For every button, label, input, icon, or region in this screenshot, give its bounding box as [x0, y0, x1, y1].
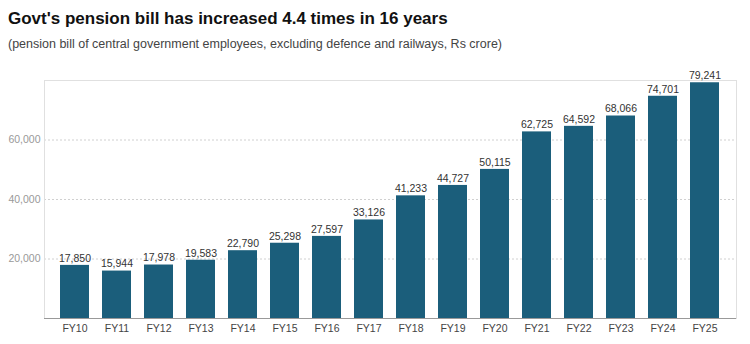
svg-text:FY13: FY13	[188, 322, 213, 334]
svg-text:FY24: FY24	[650, 322, 675, 334]
svg-text:68,066: 68,066	[605, 102, 637, 114]
svg-text:22,790: 22,790	[227, 237, 259, 249]
svg-text:FY15: FY15	[272, 322, 297, 334]
svg-text:64,592: 64,592	[563, 113, 595, 125]
svg-text:15,944: 15,944	[101, 257, 133, 269]
svg-text:FY14: FY14	[230, 322, 255, 334]
svg-text:FY17: FY17	[356, 322, 381, 334]
svg-text:FY10: FY10	[62, 322, 87, 334]
svg-text:17,978: 17,978	[143, 251, 175, 263]
svg-text:60,000: 60,000	[8, 133, 40, 145]
svg-text:44,727: 44,727	[437, 172, 469, 184]
svg-text:79,241: 79,241	[689, 69, 721, 81]
svg-text:FY18: FY18	[398, 322, 423, 334]
svg-text:FY22: FY22	[566, 322, 591, 334]
svg-text:25,298: 25,298	[269, 230, 301, 242]
svg-text:40,000: 40,000	[8, 193, 40, 205]
svg-text:19,583: 19,583	[185, 247, 217, 259]
svg-text:27,597: 27,597	[311, 223, 343, 235]
html-text:(pension bill of central gover: (pension bill of central government empl…	[8, 37, 502, 51]
svg-text:FY19: FY19	[440, 322, 465, 334]
svg-text:FY25: FY25	[692, 322, 717, 334]
svg-text:FY11: FY11	[105, 322, 129, 334]
svg-text:33,126: 33,126	[353, 206, 385, 218]
svg-text:FY16: FY16	[314, 322, 339, 334]
svg-text:FY12: FY12	[146, 322, 171, 334]
svg-text:50,115: 50,115	[479, 156, 510, 168]
svg-text:FY20: FY20	[482, 322, 507, 334]
svg-text:FY23: FY23	[608, 322, 633, 334]
svg-text:41,233: 41,233	[395, 182, 427, 194]
html-text:Govt's pension bill has increa: Govt's pension bill has increased 4.4 ti…	[8, 9, 448, 28]
svg-text:62,725: 62,725	[521, 118, 553, 130]
svg-text:17,850: 17,850	[59, 252, 91, 264]
svg-text:20,000: 20,000	[8, 252, 40, 264]
svg-text:74,701: 74,701	[647, 83, 679, 95]
svg-text:FY21: FY21	[524, 322, 549, 334]
